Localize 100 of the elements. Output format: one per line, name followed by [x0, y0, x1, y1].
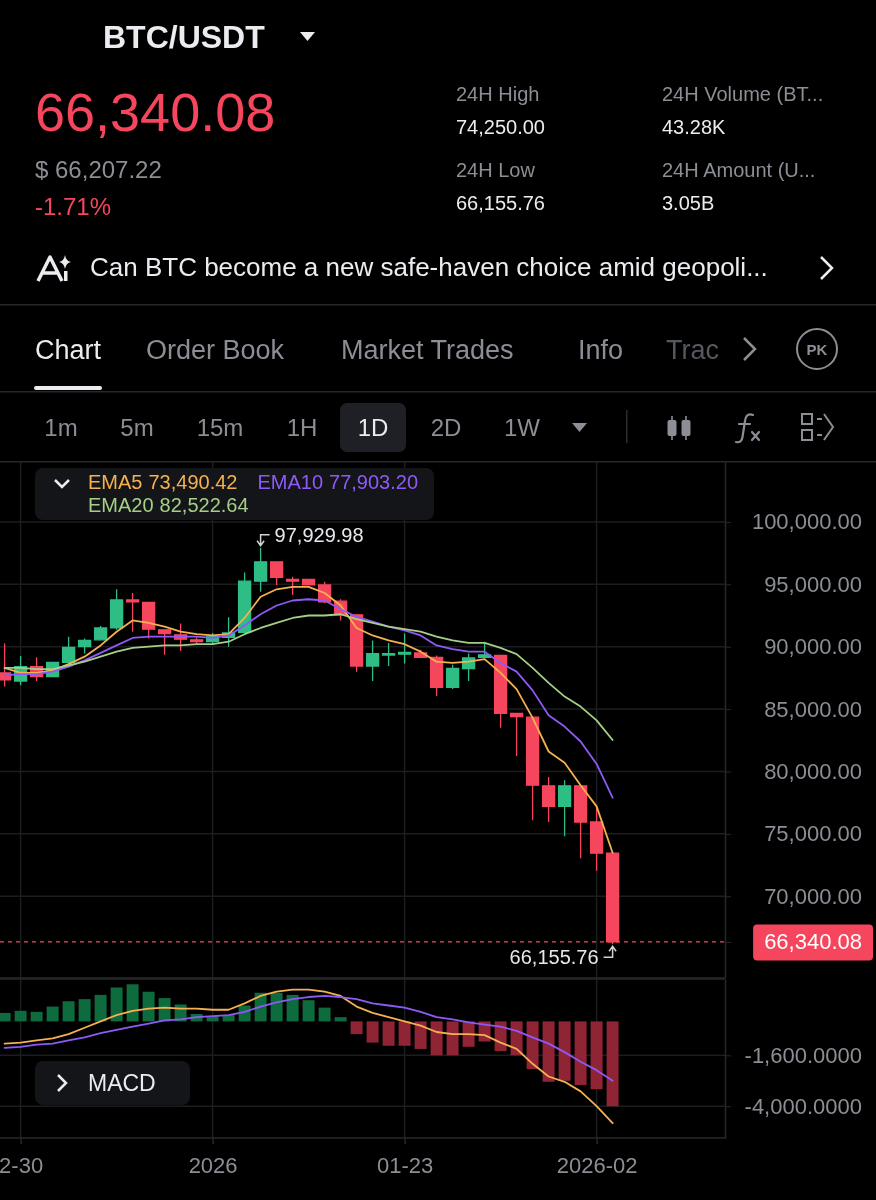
text: 1D	[357, 414, 389, 441]
bar	[142, 991, 155, 1022]
text: 43.28K	[662, 116, 727, 138]
annotation: 77,903.20	[329, 471, 419, 493]
bar	[334, 1017, 347, 1022]
candlestick	[141, 601, 156, 640]
text: Order Book	[146, 335, 285, 365]
bar	[526, 1021, 539, 1070]
annotation: 73,490.42	[148, 471, 238, 493]
line-series	[3, 598, 614, 799]
text: 24H High	[456, 83, 540, 105]
text: PK	[806, 340, 828, 358]
line-series	[3, 988, 614, 1125]
candlestick	[253, 547, 268, 593]
text: Trac	[666, 335, 719, 365]
annotation: 82,522.64	[159, 494, 249, 516]
bar	[46, 1006, 59, 1022]
candlestick	[509, 712, 524, 757]
annotation: 66,155.76	[509, 946, 599, 969]
y-tick-label: 90,000.00	[764, 634, 862, 660]
candlestick	[445, 664, 460, 690]
text: EMA10	[257, 471, 324, 493]
text: 5m	[120, 414, 154, 441]
line-series	[3, 613, 614, 741]
y-tick-label: 66,340.08	[764, 929, 862, 955]
candlestick	[397, 632, 412, 665]
text: MACD	[88, 1070, 156, 1097]
bar	[414, 1021, 427, 1049]
candlestick	[365, 639, 380, 682]
text: 66,340.08	[35, 82, 276, 142]
bar	[110, 987, 123, 1022]
candlestick	[573, 784, 588, 859]
bar	[30, 1011, 43, 1022]
bar	[270, 992, 283, 1022]
text: BTC/USDT	[103, 19, 266, 55]
bar	[590, 1021, 603, 1090]
bar	[398, 1021, 411, 1046]
x-tick-label: 2026	[188, 1152, 238, 1178]
text: 66,155.76	[456, 192, 545, 214]
text: Market Trades	[341, 335, 514, 365]
candlestick	[301, 578, 316, 587]
bar	[302, 1000, 315, 1022]
bar	[350, 1021, 363, 1035]
bar	[446, 1021, 459, 1056]
candlestick	[125, 592, 140, 633]
text: 15m	[196, 414, 244, 441]
bar	[558, 1021, 571, 1081]
candlestick	[429, 654, 444, 697]
x-tick-label: 2-30	[0, 1152, 44, 1178]
y-tick-label: 95,000.00	[764, 571, 862, 597]
bar	[14, 1010, 27, 1022]
x-tick-label: 2026-02	[556, 1152, 638, 1178]
bar	[318, 1007, 331, 1022]
bar	[542, 1021, 555, 1082]
bar	[382, 1021, 395, 1046]
text: EMA20	[88, 494, 154, 516]
candlestick	[157, 628, 172, 656]
candlestick	[493, 654, 508, 729]
text: 24H Amount (U...	[662, 159, 816, 181]
bar	[574, 1021, 587, 1085]
text: Can BTC become a new safe-haven choice amid geopoli...	[90, 252, 768, 282]
text: 1H	[286, 414, 318, 441]
candlestick	[109, 588, 124, 631]
annotation: 97,929.98	[274, 523, 364, 546]
bar	[430, 1021, 443, 1056]
y-tick-label: -1,600.0000	[744, 1042, 862, 1068]
bar	[0, 1012, 11, 1022]
bar	[94, 994, 107, 1022]
candlestick	[269, 560, 284, 586]
candlestick	[557, 779, 572, 838]
text: 2D	[430, 414, 462, 441]
text: 1m	[44, 414, 78, 441]
bar	[606, 1021, 619, 1107]
y-tick-label: 85,000.00	[764, 696, 862, 722]
candlestick	[381, 642, 396, 667]
candlestick	[77, 637, 92, 655]
y-tick-label: 100,000.00	[751, 509, 862, 535]
y-tick-label: 80,000.00	[764, 759, 862, 785]
text: 3.05B	[662, 192, 715, 214]
text: 74,250.00	[456, 116, 545, 138]
bar	[62, 1001, 75, 1022]
bar	[366, 1021, 379, 1043]
bar	[126, 984, 139, 1022]
text: 24H Low	[456, 159, 536, 181]
text: 1W	[504, 414, 541, 441]
y-tick-label: 75,000.00	[764, 821, 862, 847]
candlestick	[525, 715, 540, 821]
candlestick	[61, 636, 76, 665]
text: -1.71%	[35, 193, 112, 220]
text: EMA5	[88, 471, 143, 493]
y-tick-label: -4,000.0000	[744, 1093, 862, 1119]
bar	[286, 994, 299, 1022]
candlestick	[189, 636, 204, 645]
x-tick-label: 01-23	[376, 1152, 434, 1178]
candlestick	[93, 625, 108, 642]
bar	[78, 999, 91, 1022]
text: $ 66,207.22	[35, 156, 162, 183]
text: Info	[578, 335, 624, 365]
y-tick-label: 70,000.00	[764, 883, 862, 909]
text: 24H Volume (BT...	[662, 83, 824, 105]
